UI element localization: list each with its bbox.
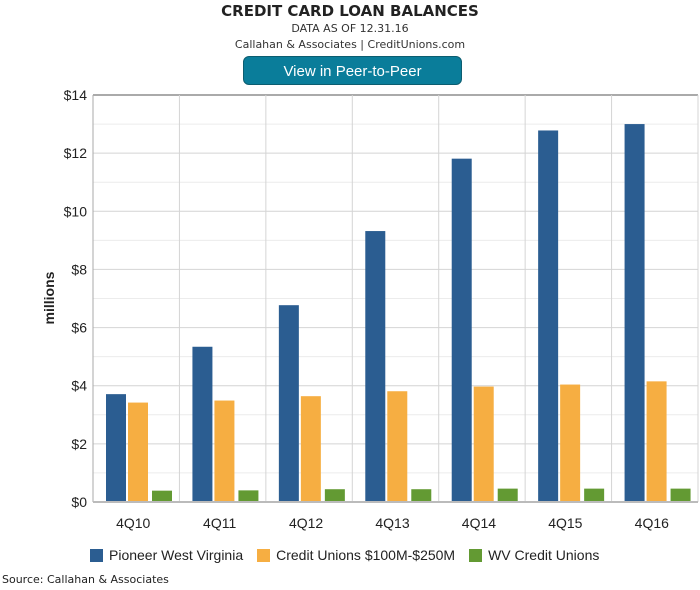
bar-credit-unions-100m-250m [473,386,494,502]
y-tick-label: $8 [71,261,87,277]
x-tick-label: 4Q15 [548,515,582,531]
y-axis-label: millions [41,271,57,324]
x-tick-label: 4Q13 [375,515,409,531]
bar-pioneer-west-virginia [278,305,299,502]
bar-credit-unions-100m-250m [646,381,667,502]
bar-pioneer-west-virginia [624,124,645,503]
bar-wv-credit-unions [670,488,691,502]
legend-item[interactable]: Pioneer West Virginia [90,547,243,563]
data-date: DATA AS OF 12.31.16 [291,22,409,35]
bar-credit-unions-100m-250m [560,384,581,502]
bar-pioneer-west-virginia [451,158,472,502]
bar-wv-credit-unions [584,488,605,502]
legend-label: WV Credit Unions [488,547,600,563]
x-tick-label: 4Q12 [289,515,323,531]
attribution: Callahan & Associates | CreditUnions.com [234,38,466,51]
legend-item[interactable]: Credit Unions $100M-$250M [257,547,455,563]
bar-credit-unions-100m-250m [387,391,408,502]
x-tick-label: 4Q10 [116,515,150,531]
bar-credit-unions-100m-250m [214,400,235,502]
bar-credit-unions-100m-250m [300,396,321,502]
chart-title: CREDIT CARD LOAN BALANCES [221,2,479,20]
bar-wv-credit-unions [324,489,345,502]
y-tick-label: $4 [71,378,87,394]
x-tick-label: 4Q14 [462,515,496,531]
legend: Pioneer West Virginia Credit Unions $100M… [90,547,613,563]
bar-wv-credit-unions [497,488,518,502]
view-in-peer-to-peer-button[interactable]: View in Peer-to-Peer [243,56,462,85]
legend-swatch [257,548,271,562]
y-tick-label: $14 [64,87,88,103]
legend-swatch [469,548,483,562]
bar-wv-credit-unions [238,490,259,502]
y-tick-label: $0 [71,494,87,510]
bar-pioneer-west-virginia [192,346,213,502]
y-tick-label: $6 [71,320,87,336]
bar-pioneer-west-virginia [365,231,386,502]
y-tick-label: $10 [64,203,88,219]
legend-swatch [90,548,103,562]
legend-label: Pioneer West Virginia [109,547,244,563]
bar-wv-credit-unions [152,490,172,502]
x-tick-label: 4Q16 [635,515,669,531]
y-tick-label: $12 [64,145,88,161]
y-tick-label: $2 [71,436,87,452]
bar-wv-credit-unions [411,489,432,502]
bar-pioneer-west-virginia [106,394,126,502]
x-tick-label: 4Q11 [203,515,236,531]
legend-item[interactable]: WV Credit Unions [469,547,599,563]
legend-label: Credit Unions $100M-$250M [276,547,456,563]
source-note: Source: Callahan & Associates [2,573,169,586]
bar-pioneer-west-virginia [538,130,559,502]
bar-credit-unions-100m-250m [128,402,148,502]
